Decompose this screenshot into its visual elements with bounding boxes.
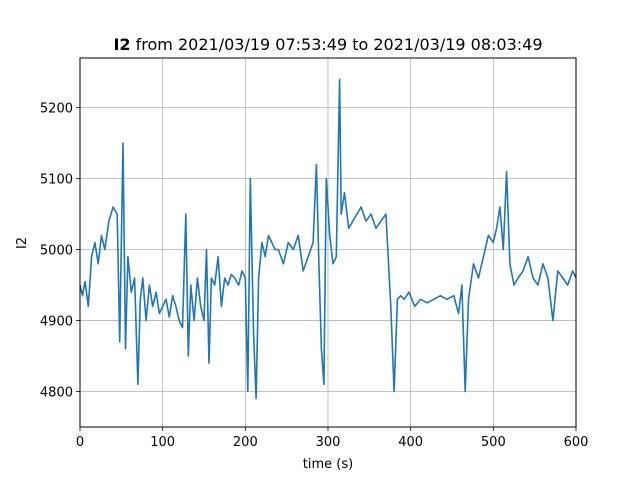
y-tick-label: 5100 bbox=[40, 173, 73, 188]
y-axis-label: I2 bbox=[15, 237, 30, 249]
y-tick-label: 5200 bbox=[40, 102, 73, 117]
y-tick-label: 4800 bbox=[40, 386, 73, 401]
x-tick-label: 100 bbox=[150, 435, 175, 450]
series-line bbox=[79, 78, 577, 400]
x-tick-label: 600 bbox=[564, 435, 589, 450]
y-axis: 4800 4900 5000 5100 5200 bbox=[40, 102, 80, 401]
x-tick-label: 400 bbox=[398, 435, 423, 450]
x-tick-label: 0 bbox=[76, 435, 84, 450]
chart-title-bold: I2 bbox=[113, 35, 130, 54]
x-tick-label: 500 bbox=[481, 435, 506, 450]
x-tick-label: 300 bbox=[316, 435, 341, 450]
x-tick-label: 200 bbox=[233, 435, 258, 450]
chart-title: I2 from 2021/03/19 07:53:49 to 2021/03/1… bbox=[113, 35, 542, 54]
y-tick-label: 5000 bbox=[40, 244, 73, 259]
chart-title-rest: from 2021/03/19 07:53:49 to 2021/03/19 0… bbox=[131, 35, 543, 54]
x-axis-label: time (s) bbox=[303, 457, 353, 472]
y-tick-label: 4900 bbox=[40, 315, 73, 330]
series-line-layer bbox=[79, 78, 577, 400]
x-axis: 0 100 200 300 400 500 600 bbox=[76, 427, 589, 450]
